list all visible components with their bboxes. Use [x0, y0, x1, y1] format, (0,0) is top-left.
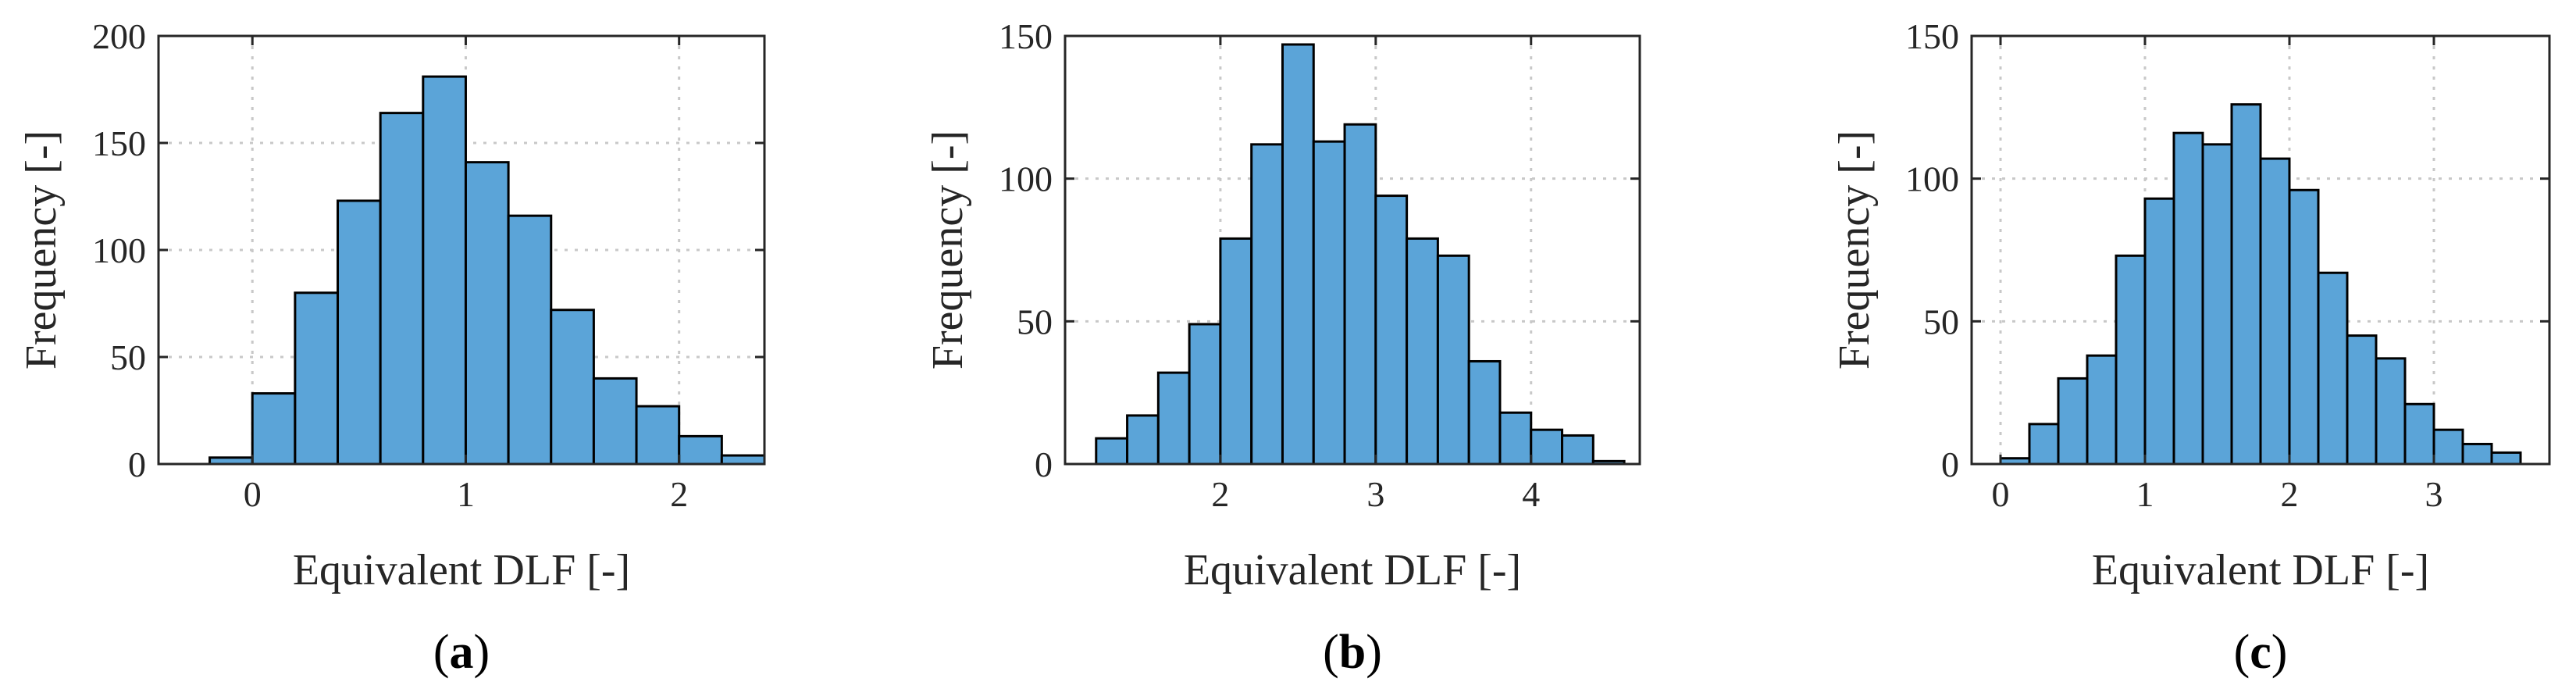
histogram-bar [2143, 197, 2175, 466]
histogram-bar [2115, 254, 2147, 466]
x-tick-label: 3 [2425, 474, 2443, 514]
histogram-bar [2432, 428, 2464, 466]
y-tick-label: 100 [999, 159, 1053, 199]
y-tick-label: 50 [1923, 302, 1959, 341]
histogram-bar [464, 161, 510, 466]
histogram-bar [1281, 43, 1315, 466]
histogram-bar [720, 454, 766, 466]
histogram-bar [379, 112, 425, 466]
x-axis-label: Equivalent DLF [-] [2092, 546, 2429, 594]
histogram-bar [1436, 254, 1470, 466]
histogram-bar [2346, 334, 2378, 466]
x-tick-label: 0 [1992, 474, 2010, 514]
x-axis-label: Equivalent DLF [-] [1184, 546, 1521, 594]
histogram-bar [1188, 323, 1222, 466]
panel-label: (b) [1323, 626, 1382, 679]
y-tick-label: 100 [1905, 159, 1959, 199]
histogram-bar [337, 199, 382, 466]
y-tick-label: 0 [1035, 444, 1053, 484]
histogram-bar [1498, 411, 1533, 466]
panel-label: (c) [2234, 626, 2288, 679]
histogram-bar [1095, 437, 1129, 466]
y-axis-label: Frequency [-] [1830, 130, 1879, 369]
histogram-bar [1219, 237, 1253, 466]
y-tick-label: 0 [1941, 444, 1959, 484]
histogram-bar [1250, 143, 1284, 466]
y-tick-label: 50 [1017, 302, 1053, 341]
histogram-bar [2461, 442, 2493, 466]
histogram-bar [2028, 423, 2060, 466]
histogram-bar [1406, 237, 1439, 466]
histogram-bar [1343, 123, 1377, 466]
x-tick-label: 1 [457, 474, 475, 514]
x-tick-label: 2 [2281, 474, 2299, 514]
histogram-bar [2288, 188, 2320, 466]
y-tick-label: 150 [999, 16, 1053, 56]
y-tick-label: 200 [92, 16, 146, 56]
histogram-bar [2375, 357, 2407, 466]
histogram-bar [2230, 103, 2262, 466]
histogram-bar [2490, 451, 2522, 466]
histogram-bar [1374, 195, 1409, 466]
histogram-bar [2403, 402, 2435, 466]
x-tick-label: 0 [244, 474, 262, 514]
y-tick-label: 100 [92, 230, 146, 270]
axes-box [1970, 34, 2551, 466]
chart-panel-c: 0 50 100 150 0 1 2 3 Equivalent DLF [-] Frequency… [1830, 16, 2551, 679]
histogram-bar [1312, 140, 1346, 466]
histogram-bar [2086, 354, 2118, 466]
histogram-bar [2201, 143, 2233, 466]
panel-label: (a) [433, 626, 490, 679]
histogram-bar [1561, 434, 1594, 466]
histogram-bar [678, 434, 723, 466]
histogram-bar [2259, 157, 2291, 466]
histogram-bar [294, 291, 340, 466]
histogram-bar [251, 392, 297, 466]
histogram-bar [1530, 428, 1564, 466]
x-tick-label: 2 [670, 474, 688, 514]
histogram-bar [2172, 131, 2204, 466]
histogram-bar [1156, 371, 1191, 466]
y-axis-label: Frequency [-] [924, 130, 972, 369]
histogram-bar [550, 309, 595, 466]
histogram-bar [1467, 359, 1502, 466]
histogram-bar [422, 75, 467, 466]
histogram-bar [635, 405, 681, 466]
x-tick-label: 3 [1366, 474, 1384, 514]
histogram-bar [2057, 377, 2089, 466]
histogram-bar [1126, 414, 1160, 466]
y-tick-label: 0 [128, 444, 146, 484]
histogram-bar [507, 214, 553, 466]
chart-panel-a: 0 50 100 150 200 0 1 2 Equivalent DLF [-] Frequen… [17, 16, 766, 679]
histogram-bar [592, 377, 638, 466]
histogram-bar [2317, 271, 2349, 466]
x-tick-label: 4 [1522, 474, 1540, 514]
axes-box [1064, 34, 1641, 466]
y-tick-label: 50 [110, 337, 146, 377]
y-axis-label: Frequency [-] [17, 130, 66, 369]
x-tick-label: 1 [2136, 474, 2154, 514]
y-tick-label: 150 [1905, 16, 1959, 56]
x-axis-label: Equivalent DLF [-] [293, 546, 630, 594]
x-tick-label: 2 [1211, 474, 1229, 514]
y-tick-label: 150 [92, 123, 146, 163]
